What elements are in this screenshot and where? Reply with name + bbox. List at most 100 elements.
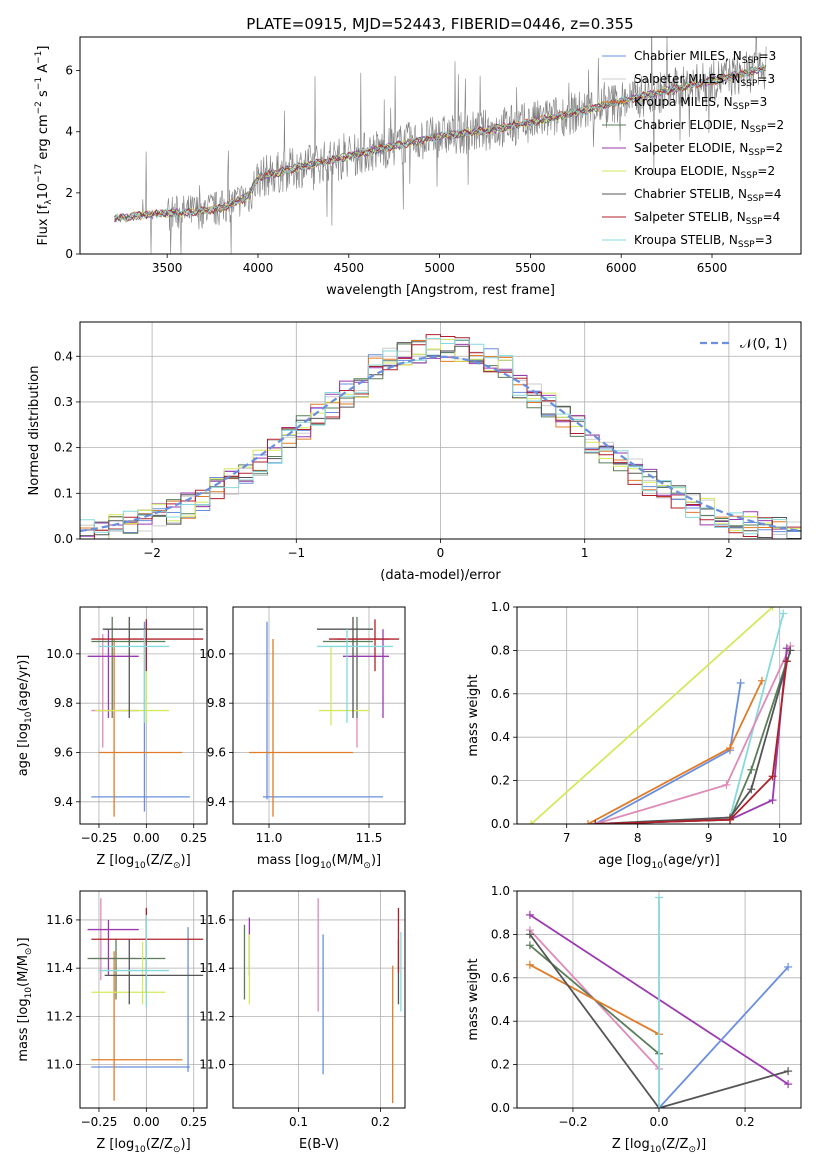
label-part: Z [log — [96, 853, 134, 868]
x-tick-label: 6500 — [697, 261, 728, 275]
y-tick-label: 0.2 — [491, 774, 510, 788]
x-tick-label: 10 — [772, 831, 787, 845]
x-tick-label: 6000 — [606, 261, 637, 275]
y-tick-label: 0 — [65, 247, 73, 261]
legend-sub: SSP — [742, 56, 759, 66]
x-tick-label: 2 — [725, 546, 733, 560]
series-line-6 — [595, 661, 788, 824]
legend-name: Chabrier MILES, N — [634, 49, 742, 63]
label-part: mass weight — [466, 674, 481, 756]
legend-label: Chabrier ELODIE, NSSP=2 — [634, 118, 784, 135]
legend-val: =3 — [757, 72, 775, 86]
label-part: (M/M — [332, 853, 364, 868]
y-tick-label: 0.4 — [491, 1014, 510, 1028]
legend-name: Kroupa STELIB, N — [634, 233, 738, 247]
y-tick-label: 11.0 — [46, 1058, 73, 1072]
legend-val: =4 — [764, 187, 782, 201]
label-part: ⊙ — [688, 1145, 696, 1155]
panel-age_vs_mass: 11.0 11.5 9.4 9.6 9.8 10.0 mass [log10(M/M⊙)] — [199, 606, 406, 871]
label-part: )] — [696, 1137, 706, 1152]
axes-frame — [79, 890, 208, 1109]
y-tick-label: 10.0 — [46, 647, 73, 661]
legend-name: Chabrier ELODIE, N — [634, 118, 750, 132]
label-part: 10 — [134, 1145, 146, 1155]
series-line-2 — [530, 607, 774, 824]
label-part: 10 — [24, 711, 34, 723]
x-tick-label: 5500 — [515, 261, 546, 275]
legend-label: Salpeter MILES, NSSP=3 — [634, 72, 775, 89]
y-tick-label: 11.4 — [199, 961, 226, 975]
axes-frame — [79, 36, 802, 255]
legend-label: Kroupa STELIB, NSSP=3 — [634, 233, 772, 250]
x-tick-label: 0.1 — [289, 1115, 308, 1129]
legend-val: =2 — [766, 118, 784, 132]
label-part: (Z/Z — [146, 1137, 173, 1152]
x-tick-label: −1 — [287, 546, 305, 560]
x-tick-label: −0.25 — [81, 831, 118, 845]
y-axis-label: Flux [fλ10−17 erg cm−2 s−1 A−1] — [34, 46, 54, 246]
y-tick-label: 0.0 — [491, 817, 510, 831]
label-part: (M/M — [16, 955, 31, 987]
series-line-4 — [529, 933, 789, 1108]
series-line-3 — [595, 613, 785, 824]
axes-frame — [516, 606, 802, 825]
axes-frame — [79, 606, 208, 825]
label-part: 10 — [650, 1145, 662, 1155]
y-tick-label: 9.8 — [207, 696, 226, 710]
label-part: Z [log — [612, 1137, 650, 1152]
x-tick-label: 0.0 — [649, 1115, 668, 1129]
model-line-0 — [114, 64, 766, 223]
label-part: ⊙ — [173, 1145, 181, 1155]
label-part: mass [log — [257, 853, 320, 868]
y-tick-label: 0.6 — [491, 971, 510, 985]
y-tick-label: 2 — [65, 186, 73, 200]
x-tick-label: −0.2 — [558, 1115, 587, 1129]
panel-residuals: −2 −1 0 1 2 0.0 0.1 0.2 0.3 0.4 𝒩(0, 1) (data-model… — [27, 321, 802, 583]
series-line-5 — [658, 966, 789, 1108]
x-tick-label: 5000 — [424, 261, 455, 275]
series-line-8 — [595, 661, 788, 824]
label-part: Flux [f — [36, 204, 51, 245]
y-tick-label: 9.4 — [54, 795, 73, 809]
label-part: 10 — [134, 861, 146, 871]
label-part: ⊙ — [173, 861, 181, 871]
y-tick-label: 11.2 — [199, 1009, 226, 1023]
y-tick-label: 0.2 — [491, 1058, 510, 1072]
x-tick-label: 0.2 — [736, 1115, 755, 1129]
x-axis-label: Z [log10(Z/Z⊙)] — [96, 853, 190, 871]
label-part: −1 — [34, 51, 44, 64]
x-axis-label: wavelength [Angstrom, rest frame] — [326, 283, 555, 298]
y-axis-label: mass weight — [466, 958, 481, 1040]
legend-val: =3 — [759, 49, 777, 63]
y-tick-label: 9.8 — [54, 696, 73, 710]
model-line-8 — [114, 65, 766, 223]
x-tick-label: 0 — [437, 546, 445, 560]
legend-sub: SSP — [741, 171, 758, 181]
label-part: wavelength [Angstrom, rest frame] — [326, 283, 555, 298]
legend-name: Chabrier STELIB, N — [634, 187, 747, 201]
legend-name: Salpeter MILES, N — [634, 72, 741, 86]
x-tick-label: 4000 — [243, 261, 274, 275]
y-tick-label: 0.2 — [54, 441, 73, 455]
y-tick-label: 1.0 — [491, 600, 510, 614]
y-axis-label: mass weight — [466, 674, 481, 756]
x-tick-label: 0.00 — [133, 831, 160, 845]
y-axis-label: Normed distribution — [27, 366, 42, 496]
x-tick-label: 11.5 — [356, 831, 383, 845]
x-axis-label: Z [log10(Z/Z⊙)] — [96, 1137, 190, 1155]
x-axis-label: (data-model)/error — [380, 568, 501, 583]
x-tick-label: 11.0 — [256, 831, 283, 845]
panel-cum_Z: −0.2 0.0 0.2 0.0 0.2 0.4 0.6 0.8 1.0 Z [log10(Z/Z… — [466, 884, 802, 1155]
legend-sub: SSP — [746, 217, 763, 227]
legend-label: Kroupa ELODIE, NSSP=2 — [634, 164, 775, 181]
series-line-3 — [529, 964, 660, 1035]
y-tick-label: 0.8 — [491, 643, 510, 657]
legend-name: Salpeter ELODIE, N — [634, 141, 748, 155]
histogram-step-8 — [80, 338, 801, 539]
y-tick-label: 0.6 — [491, 687, 510, 701]
label-part: Normed distribution — [27, 366, 42, 496]
x-axis-label: mass [log10(M/M⊙)] — [257, 853, 381, 871]
label-part: Z [log — [96, 1137, 134, 1152]
